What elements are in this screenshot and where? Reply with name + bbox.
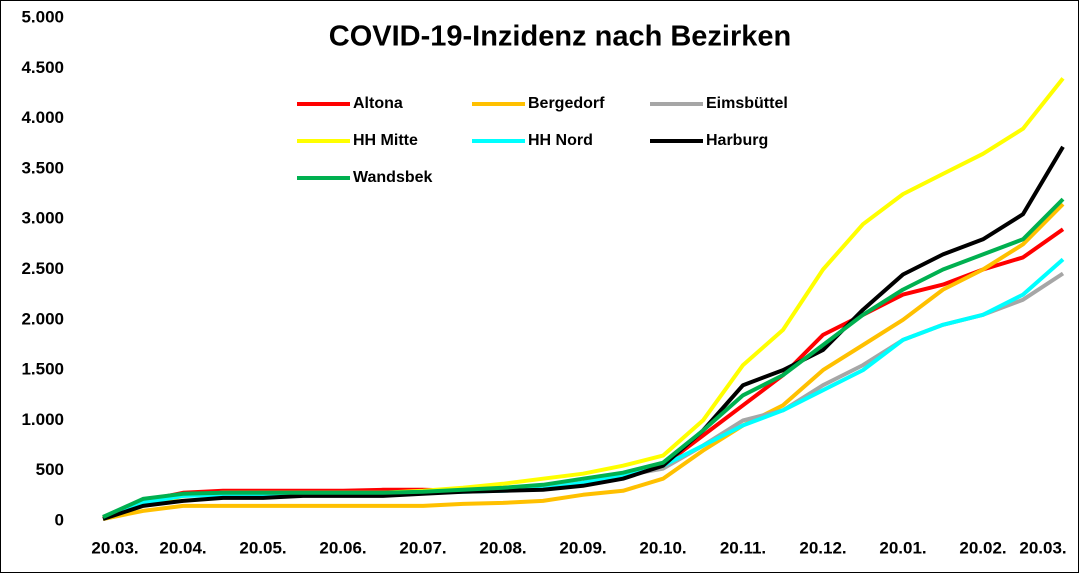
- y-tick-label: 500: [36, 460, 64, 479]
- y-tick-label: 2.500: [21, 259, 64, 278]
- x-tick-label: 20.12.: [799, 538, 846, 557]
- series-line: [102, 145, 1065, 521]
- x-tick-label: 20.04.: [159, 538, 206, 557]
- y-tick-label: 2.000: [21, 309, 64, 328]
- legend-label: Eimsbüttel: [706, 95, 788, 112]
- x-tick-label: 20.10.: [639, 538, 686, 557]
- x-tick-label: 20.01.: [879, 538, 926, 557]
- y-tick-label: 3.500: [21, 158, 64, 177]
- series-line: [102, 197, 1065, 519]
- x-tick-label: 20.11.: [720, 538, 766, 557]
- x-tick-label: 20.09.: [559, 538, 606, 557]
- x-tick-label: 20.07.: [399, 538, 446, 557]
- y-tick-label: 0: [55, 510, 64, 529]
- legend-label: Bergedorf: [528, 95, 605, 112]
- legend-label: HH Nord: [528, 132, 593, 149]
- x-tick-label: 20.08.: [479, 538, 526, 557]
- x-tick-label: 20.05.: [239, 538, 286, 557]
- y-tick-label: 5.000: [21, 7, 64, 26]
- x-tick-label: 20.03.: [1019, 538, 1066, 557]
- y-tick-label: 3.000: [21, 209, 64, 228]
- x-tick-label: 20.03.: [91, 538, 138, 557]
- y-tick-label: 4.500: [21, 58, 64, 77]
- chart-title: COVID-19-Inzidenz nach Bezirken: [329, 21, 792, 53]
- x-tick-label: 20.06.: [319, 538, 366, 557]
- legend-label: HH Mitte: [353, 132, 418, 149]
- series-line: [102, 202, 1065, 521]
- legend-label: Harburg: [706, 132, 768, 149]
- legend-label: Altona: [353, 95, 403, 112]
- y-tick-label: 4.000: [21, 108, 64, 127]
- x-tick-label: 20.02.: [959, 538, 1006, 557]
- legend-label: Wandsbek: [353, 169, 433, 186]
- y-tick-label: 1.500: [21, 360, 64, 379]
- y-tick-label: 1.000: [21, 410, 64, 429]
